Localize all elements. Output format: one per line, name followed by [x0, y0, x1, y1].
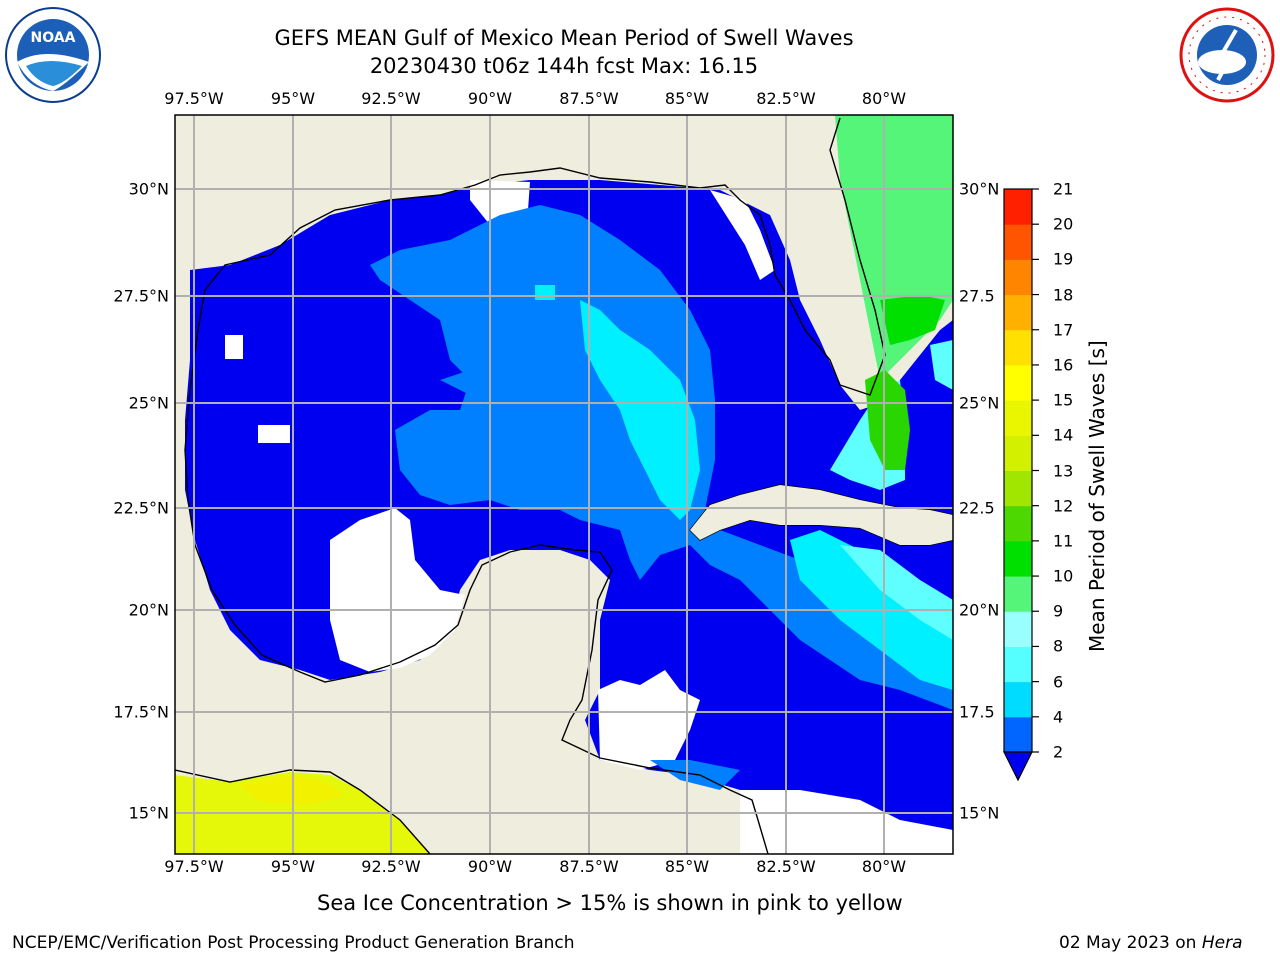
lat-label-right: 20°N — [959, 600, 1000, 620]
colorbar-tick-label: 19 — [1053, 249, 1074, 269]
lat-label-right: 17.5 — [959, 702, 995, 722]
nws-logo — [1179, 7, 1275, 103]
missing-bay-of-campeche — [330, 508, 465, 672]
lat-label-right: 30°N — [959, 179, 1000, 199]
colorbar-tick-label: 18 — [1053, 285, 1074, 305]
footer-date: 02 May 2023 on Hera — [1059, 933, 1243, 953]
lon-label-top: 80°W — [861, 89, 907, 108]
lon-label-top: 87.5°W — [559, 89, 619, 108]
lat-label-right: 22.5 — [959, 498, 995, 518]
colorbar — [1003, 188, 1039, 782]
colorbar-tick-label: 17 — [1053, 320, 1074, 340]
colorbar-segment — [1004, 470, 1032, 507]
map-frame — [174, 114, 954, 855]
lat-label-right: 25°N — [959, 393, 1000, 413]
missing-west-fl — [710, 190, 775, 280]
swell-4-6s-region — [580, 300, 700, 520]
colorbar-segment — [1004, 400, 1032, 436]
colorbar-tick-label: 9 — [1053, 601, 1064, 621]
lon-label-bottom: 85°W — [664, 857, 710, 876]
colorbar-segment — [1004, 364, 1032, 401]
colorbar-tick-label: 11 — [1053, 531, 1074, 551]
lon-label-bottom: 82.5°W — [756, 857, 816, 876]
colorbar-tick-label: 8 — [1053, 636, 1064, 656]
lon-label-bottom: 87.5°W — [559, 857, 619, 876]
colorbar-segment — [1004, 259, 1032, 296]
sea-ice-note: Sea Ice Concentration > 15% is shown in … — [317, 891, 903, 915]
lat-label-right: 27.5 — [959, 286, 995, 306]
missing-south-caribbean — [740, 790, 953, 854]
coastline-us-gulf — [184, 117, 886, 501]
lon-label-bottom: 97.5°W — [164, 857, 224, 876]
footer-org: NCEP/EMC/Verification Post Processing Pr… — [12, 933, 575, 953]
colorbar-label: Mean Period of Swell Waves [s] — [1085, 340, 1109, 652]
lon-label-top: 85°W — [664, 89, 710, 108]
lon-label-top: 97.5°W — [164, 89, 224, 108]
footer-date-text: 02 May 2023 on — [1059, 933, 1202, 953]
colorbar-segment — [1004, 646, 1032, 683]
footer-machine: Hera — [1201, 933, 1243, 953]
lon-label-top: 90°W — [467, 89, 513, 108]
colorbar-tick-label: 13 — [1053, 461, 1074, 480]
colorbar-segment — [1004, 576, 1032, 612]
lon-label-top: 92.5°W — [361, 89, 421, 108]
colorbar-segment — [1004, 435, 1032, 471]
colorbar-tick-label: 15 — [1053, 390, 1074, 410]
map-title: GEFS MEAN Gulf of Mexico Mean Period of … — [274, 26, 854, 50]
noaa-logo: NOAA — [5, 7, 101, 103]
lon-label-top: 82.5°W — [756, 89, 816, 108]
noaa-logo-text: NOAA — [31, 30, 76, 46]
colorbar-extend-arrow — [1003, 751, 1033, 782]
lat-label-left: 27.5°N — [113, 286, 169, 306]
lat-label-left: 25°N — [128, 393, 169, 413]
colorbar-tick-label: 12 — [1053, 496, 1074, 516]
colorbar-tick-label: 4 — [1053, 707, 1064, 727]
lat-label-left: 15°N — [128, 803, 169, 823]
lat-label-left: 30°N — [128, 179, 169, 199]
colorbar-segment — [1004, 189, 1032, 225]
lon-label-bottom: 95°W — [270, 857, 316, 876]
colorbar-segment — [1004, 329, 1032, 366]
lat-label-right: 15°N — [959, 803, 1000, 823]
missing-yucatan-channel — [598, 670, 700, 770]
colorbar-segment — [1004, 716, 1032, 753]
colorbar-tick-label: 10 — [1053, 566, 1074, 586]
colorbar-segment — [1004, 224, 1032, 260]
map-subtitle: 20230430 t06z 144h fcst Max: 16.15 — [369, 54, 759, 78]
lat-label-left: 17.5°N — [113, 702, 169, 722]
lon-label-top: 95°W — [270, 89, 316, 108]
colorbar-tick-label: 6 — [1053, 672, 1064, 692]
colorbar-segment — [1004, 681, 1032, 718]
colorbar-segment — [1004, 294, 1032, 331]
lon-label-bottom: 90°W — [467, 857, 513, 876]
lat-label-left: 22.5°N — [113, 498, 169, 518]
lon-label-bottom: 80°W — [861, 857, 907, 876]
colorbar-tick-label: 16 — [1053, 355, 1074, 375]
colorbar-segment — [1004, 540, 1032, 577]
colorbar-segment — [1004, 611, 1032, 647]
graticule — [175, 115, 953, 854]
coastline-central-america — [175, 769, 431, 854]
colorbar-tick-label: 2 — [1053, 742, 1064, 762]
lon-label-bottom: 92.5°W — [361, 857, 421, 876]
colorbar-segment — [1004, 505, 1032, 542]
colorbar-tick-label: 14 — [1053, 425, 1074, 445]
gulf-ocean-field — [185, 180, 953, 854]
colorbar-tick-label: 20 — [1053, 214, 1074, 234]
lat-label-left: 20°N — [128, 600, 169, 620]
colorbar-tick-label: 21 — [1053, 179, 1074, 199]
